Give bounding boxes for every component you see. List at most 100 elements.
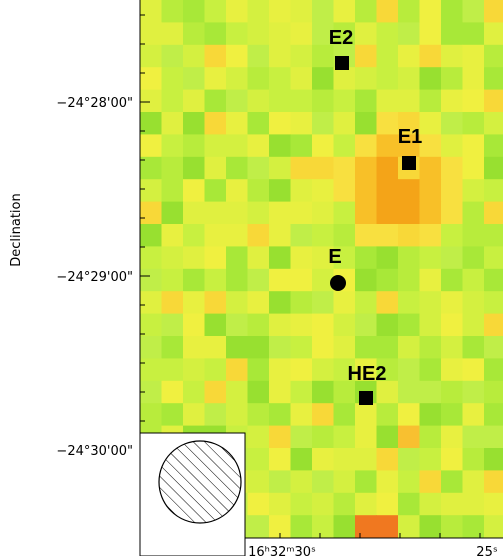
image-cell [183, 0, 205, 23]
image-cell [355, 515, 377, 538]
image-cell [419, 380, 442, 404]
image-cell [419, 112, 442, 135]
image-cell [226, 291, 248, 315]
image-cell [161, 201, 184, 225]
image-cell [140, 22, 162, 46]
image-cell [290, 22, 313, 46]
image-cell [462, 515, 485, 538]
image-cell [398, 515, 420, 538]
image-cell [419, 403, 442, 427]
image-cell [161, 0, 184, 23]
image-cell [269, 425, 291, 449]
image-cell [376, 112, 399, 135]
image-cell [419, 425, 442, 449]
image-cell [355, 291, 377, 315]
image-cell [290, 380, 313, 404]
image-cell [312, 22, 334, 46]
image-cell [376, 291, 399, 315]
image-cell [333, 470, 356, 494]
image-cell [419, 515, 442, 538]
image-cell [183, 336, 205, 359]
image-cell [226, 22, 248, 46]
image-cell [355, 201, 377, 225]
image-cell [247, 291, 270, 315]
image-cell [462, 336, 485, 359]
image-cell [183, 358, 205, 382]
image-cell [140, 403, 162, 427]
image-cell [204, 22, 227, 46]
image-cell [183, 403, 205, 427]
image-cell [355, 268, 377, 292]
image-cell [376, 134, 399, 158]
image-cell [161, 358, 184, 382]
image-cell [462, 224, 485, 247]
image-cell [269, 224, 291, 247]
image-cell [247, 425, 270, 449]
image-cell [269, 179, 291, 203]
image-cell [484, 358, 503, 382]
image-cell [269, 492, 291, 516]
image-cell [462, 470, 485, 494]
image-cell [355, 492, 377, 516]
image-cell [183, 44, 205, 68]
image-cell [290, 515, 313, 538]
image-cell [441, 425, 463, 449]
image-cell [355, 224, 377, 247]
image-cell [398, 537, 420, 538]
image-cell [290, 112, 313, 135]
image-cell [333, 112, 356, 135]
image-cell [462, 89, 485, 113]
image-cell [290, 313, 313, 337]
image-cell [269, 380, 291, 404]
image-cell [462, 380, 485, 404]
image-cell [376, 22, 399, 46]
image-cell [355, 246, 377, 270]
image-cell [398, 201, 420, 225]
source-label: HE2 [348, 363, 387, 385]
image-cell [398, 425, 420, 449]
image-cell [204, 380, 227, 404]
image-cell [269, 89, 291, 113]
image-cell [484, 448, 503, 471]
image-cell [398, 403, 420, 427]
image-cell [312, 201, 334, 225]
image-cell [312, 0, 334, 23]
image-cell [419, 224, 442, 247]
x-tick-label: 16ʰ32ᵐ30ˢ [248, 545, 316, 556]
image-cell [398, 67, 420, 91]
image-cell [398, 268, 420, 292]
image-cell [226, 156, 248, 180]
image-cell [269, 156, 291, 180]
image-cell [312, 224, 334, 247]
image-cell [398, 89, 420, 113]
image-cell [204, 246, 227, 270]
image-cell [376, 380, 399, 404]
image-cell [333, 403, 356, 427]
image-cell [398, 134, 420, 158]
image-cell [290, 179, 313, 203]
image-cell [247, 448, 270, 471]
image-cell [140, 336, 162, 359]
image-cell [290, 67, 313, 91]
image-cell [161, 134, 184, 158]
image-cell [226, 201, 248, 225]
image-cell [355, 403, 377, 427]
image-cell [376, 44, 399, 68]
image-cell [183, 380, 205, 404]
image-cell [247, 44, 270, 68]
image-cell [484, 134, 503, 158]
image-cell [269, 201, 291, 225]
image-cell [441, 403, 463, 427]
image-cell [247, 112, 270, 135]
image-cell [484, 470, 503, 494]
image-cell [376, 448, 399, 471]
image-cell [333, 425, 356, 449]
image-cell [312, 112, 334, 135]
image-cell [183, 291, 205, 315]
image-cell [484, 313, 503, 337]
image-cell [161, 246, 184, 270]
image-cell [269, 470, 291, 494]
image-cell [290, 134, 313, 158]
image-cell [312, 448, 334, 471]
